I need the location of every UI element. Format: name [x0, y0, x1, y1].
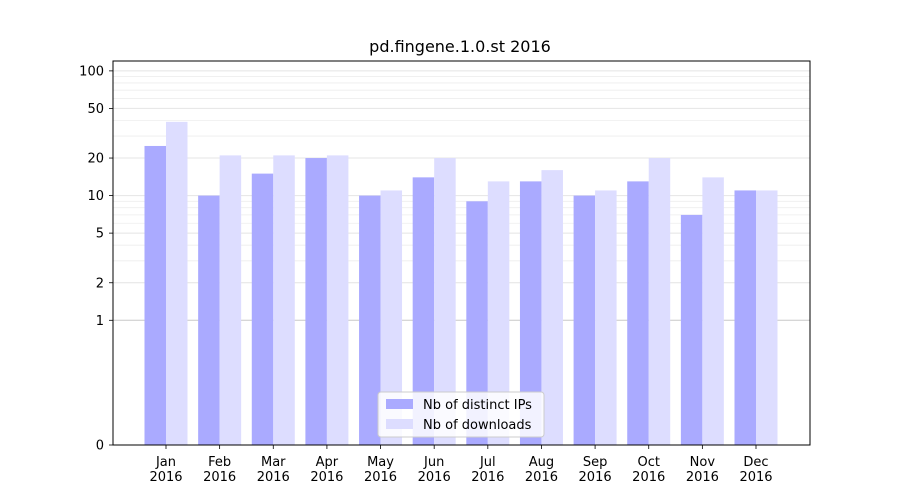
legend-swatch: [386, 419, 413, 429]
bar-distinct-ips: [198, 195, 220, 445]
bar-distinct-ips: [519, 181, 542, 445]
bar-distinct-ips: [573, 195, 596, 445]
x-tick-label: 2016: [471, 470, 504, 485]
x-tick-label: 2016: [257, 470, 290, 485]
bar-downloads: [648, 158, 671, 445]
bar-downloads: [166, 121, 188, 445]
bar-downloads: [273, 155, 295, 445]
x-tick-label: 2016: [632, 470, 665, 485]
bar-distinct-ips: [734, 190, 756, 445]
legend-swatch: [386, 399, 413, 409]
x-tick-label: 2016: [579, 470, 612, 485]
x-tick-label: Mar: [261, 455, 286, 470]
y-tick-label: 1: [96, 314, 104, 329]
x-tick-label: 2016: [149, 470, 182, 485]
bar-distinct-ips: [412, 177, 435, 445]
x-tick-label: May: [367, 455, 394, 470]
legend: Nb of distinct IPs Nb of downloads: [377, 391, 545, 438]
y-tick-label: 0: [96, 439, 104, 454]
legend-box: [377, 391, 545, 438]
x-tick-label: 2016: [418, 470, 451, 485]
bar-distinct-ips: [466, 201, 488, 445]
x-tick-label: Feb: [208, 455, 231, 470]
bar-distinct-ips: [680, 214, 703, 445]
y-tick-label: 2: [96, 276, 104, 291]
chart-title: pd.fingene.1.0.st 2016: [369, 37, 551, 56]
x-tick-label: Jan: [155, 455, 176, 470]
x-tick-label: 2016: [525, 470, 558, 485]
x-tick-label: Jul: [479, 455, 496, 470]
y-tick-label: 100: [79, 64, 104, 79]
y-tick-label: 50: [87, 102, 104, 117]
bar-downloads: [434, 158, 456, 445]
plot-frame: [112, 60, 811, 446]
x-tick-label: 2016: [739, 470, 772, 485]
x-tick-label: Jun: [423, 455, 444, 470]
y-tick-label: 5: [96, 227, 104, 242]
x-tick-label: Apr: [316, 455, 339, 470]
bar-distinct-ips: [627, 181, 649, 445]
bar-downloads: [326, 155, 349, 445]
bar-distinct-ips: [251, 173, 274, 445]
bar-downloads: [487, 181, 510, 445]
x-tick-label: 2016: [686, 470, 719, 485]
x-tick-label: 2016: [364, 470, 397, 485]
bar-distinct-ips: [359, 195, 381, 445]
x-tick-label: 2016: [203, 470, 236, 485]
x-tick-label: Nov: [690, 455, 716, 470]
x-tick-label: Sep: [583, 455, 608, 470]
bar-downloads: [702, 177, 724, 445]
y-tick-label: 10: [87, 189, 104, 204]
x-tick-label: Oct: [637, 455, 659, 470]
bars-layer: [144, 121, 778, 446]
x-tick-label: 2016: [310, 470, 343, 485]
axes-layer: Jan2016Feb2016Mar2016Apr2016May2016Jun20…: [79, 60, 811, 485]
bar-downloads: [595, 190, 617, 445]
bar-downloads: [380, 190, 403, 445]
x-tick-label: Aug: [529, 455, 554, 470]
y-tick-label: 20: [87, 152, 104, 167]
legend-label: Nb of distinct IPs: [423, 398, 532, 413]
bar-downloads: [756, 190, 778, 445]
legend-label: Nb of downloads: [423, 418, 532, 433]
bar-distinct-ips: [305, 158, 327, 445]
x-tick-label: Dec: [743, 455, 768, 470]
bar-downloads: [541, 170, 563, 445]
bar-distinct-ips: [144, 145, 166, 446]
bar-downloads: [219, 155, 242, 445]
